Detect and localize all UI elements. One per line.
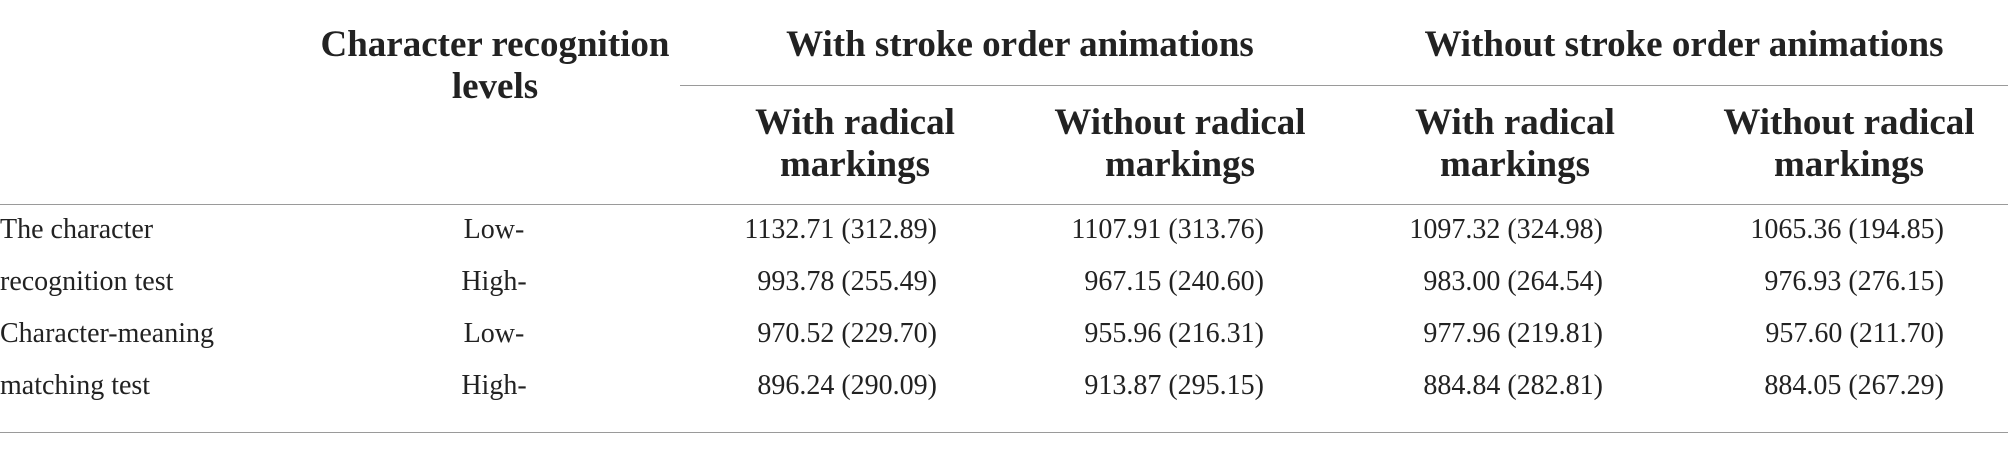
- table-cell: 1097.32 (324.98): [1409, 214, 1603, 245]
- table-cell: 1065.36 (194.85): [1750, 214, 1944, 245]
- row-test-label: matching test: [0, 370, 151, 401]
- row-level: High-: [461, 370, 527, 401]
- header-recognition-levels: Character recognition levels: [320, 24, 670, 107]
- table-cell: 955.96 (216.31): [1084, 318, 1264, 349]
- header-without-stroke-animations: Without stroke order animations: [1424, 24, 1944, 65]
- table-cell: 957.60 (211.70): [1765, 318, 1944, 349]
- table-cell: 896.24 (290.09): [757, 370, 937, 401]
- table-bottom-rule: [0, 432, 2008, 433]
- table-cell: 1132.71 (312.89): [744, 214, 937, 245]
- row-level: Low-: [463, 318, 525, 349]
- table-cell: 884.84 (282.81): [1423, 370, 1603, 401]
- table-cell: 967.15 (240.60): [1084, 266, 1264, 297]
- table-cell: 977.96 (219.81): [1423, 318, 1603, 349]
- table-cell: 976.93 (276.15): [1764, 266, 1944, 297]
- subheader-with-anim-without-radical: Without radical markings: [1054, 102, 1306, 185]
- subheader-without-anim-without-radical: Without radical markings: [1723, 102, 1975, 185]
- table-cell: 993.78 (255.49): [757, 266, 937, 297]
- row-test-label: The character: [0, 214, 154, 245]
- table-cell: 884.05 (267.29): [1764, 370, 1944, 401]
- table-cell: 970.52 (229.70): [757, 318, 937, 349]
- subheader-with-anim-with-radical: With radical markings: [755, 102, 955, 185]
- table-cell: 913.87 (295.15): [1084, 370, 1264, 401]
- header-bottom-rule: [0, 204, 2008, 205]
- row-test-label: Character-meaning: [0, 318, 214, 349]
- table-cell: 983.00 (264.54): [1423, 266, 1603, 297]
- table-cell: 1107.91 (313.76): [1071, 214, 1264, 245]
- row-level: Low-: [463, 214, 525, 245]
- group-header-rule: [680, 85, 2008, 86]
- row-test-label: recognition test: [0, 266, 174, 297]
- subheader-without-anim-with-radical: With radical markings: [1415, 102, 1615, 185]
- row-level: High-: [461, 266, 527, 297]
- header-with-stroke-animations: With stroke order animations: [786, 24, 1254, 65]
